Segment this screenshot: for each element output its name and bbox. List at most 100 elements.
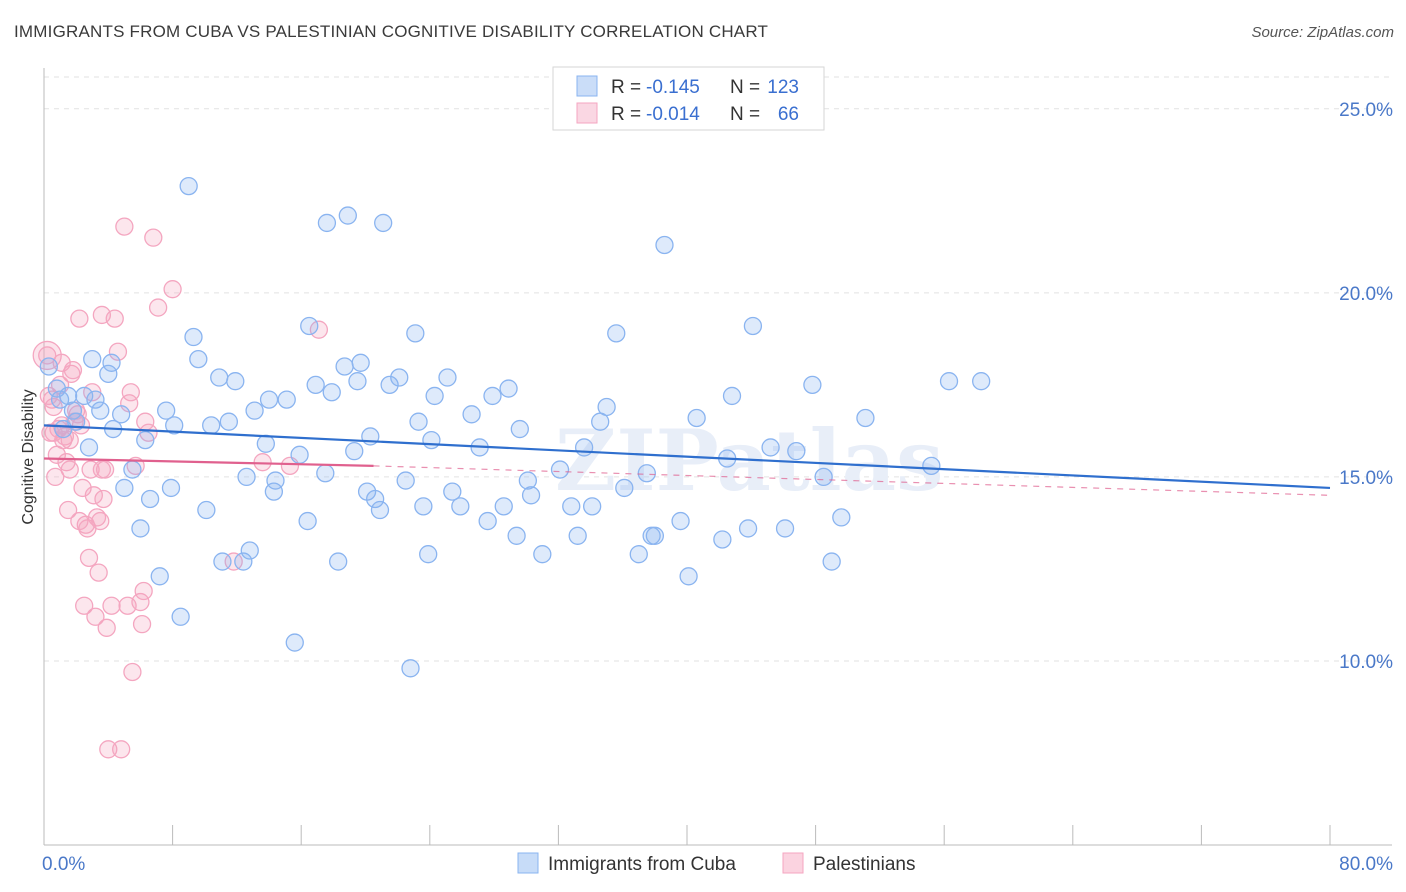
x-tick-label-0: 0.0% xyxy=(42,854,85,875)
cuba-point-37 xyxy=(240,541,259,560)
cuba-point-82 xyxy=(507,526,526,545)
cuba-point-33 xyxy=(219,412,239,431)
cuba-point-18 xyxy=(131,519,150,538)
palestinians-point-46 xyxy=(123,662,142,682)
cuba-point-47 xyxy=(300,316,319,336)
legend-n-label-1: N = xyxy=(730,104,760,125)
cuba-point-101 xyxy=(671,511,690,531)
cuba-point-76 xyxy=(462,405,481,424)
legend-swatch-1 xyxy=(576,102,598,124)
cuba-point-114 xyxy=(822,552,841,571)
trend-lines xyxy=(43,424,1331,496)
cuba-point-80 xyxy=(494,497,513,516)
cuba-point-100 xyxy=(655,235,674,255)
cuba-point-12 xyxy=(99,364,118,383)
palestinians-point-3 xyxy=(44,397,63,417)
cuba-point-23 xyxy=(161,478,181,498)
cuba-point-50 xyxy=(317,213,337,233)
palestinians-point-19 xyxy=(70,309,89,328)
cuba-point-29 xyxy=(197,500,216,520)
palestinians-point-52 xyxy=(144,228,163,247)
cuba-point-10 xyxy=(86,390,105,409)
cuba-point-89 xyxy=(568,526,587,545)
cuba-point-63 xyxy=(380,375,399,395)
cuba-point-35 xyxy=(234,552,253,571)
cuba-point-20 xyxy=(140,489,160,509)
cuba-point-90 xyxy=(574,438,594,457)
cuba-point-60 xyxy=(365,489,385,509)
palestinians-point-32 xyxy=(91,511,110,531)
cuba-point-73 xyxy=(438,368,457,387)
cuba-point-43 xyxy=(277,390,296,409)
cuba-point-54 xyxy=(338,206,357,225)
palestinians-point-62 xyxy=(70,511,89,531)
cuba-point-107 xyxy=(738,519,758,538)
cuba-point-66 xyxy=(401,659,420,678)
cuba-point-103 xyxy=(687,408,706,428)
cuba-point-36 xyxy=(237,467,256,487)
cuba-point-17 xyxy=(123,460,142,479)
palestinians-point-12 xyxy=(58,500,78,520)
cuba-point-24 xyxy=(165,416,184,435)
cuba-point-69 xyxy=(414,497,433,516)
bottom-legend: Immigrants from Cuba Palestinians xyxy=(517,852,915,875)
palestinians-point-65 xyxy=(60,460,79,479)
palestinians-point-48 xyxy=(131,592,150,612)
cuba-point-115 xyxy=(832,508,851,527)
cuba-point-65 xyxy=(396,471,415,490)
cuba-point-74 xyxy=(443,482,462,501)
cuba-point-83 xyxy=(510,419,529,439)
cuba-point-85 xyxy=(521,486,541,505)
cuba-point-32 xyxy=(213,552,232,571)
cuba-point-106 xyxy=(722,386,742,406)
series-palestinians xyxy=(32,217,329,759)
cuba-point-11 xyxy=(91,401,110,420)
legend-box xyxy=(552,66,825,131)
cuba-point-116 xyxy=(856,408,875,428)
y-tick-labels: 10.0% 15.0% 20.0% 25.0% xyxy=(1339,100,1393,673)
cuba-point-91 xyxy=(583,497,602,516)
legend-r-value-0: -0.145 xyxy=(646,77,700,98)
cuba-point-70 xyxy=(419,545,438,564)
palestinians-point-39 xyxy=(105,309,124,328)
cuba-point-112 xyxy=(803,375,822,395)
cuba-point-68 xyxy=(409,412,428,431)
cuba-point-79 xyxy=(483,386,502,406)
legend-n-label-0: N = xyxy=(730,77,760,98)
x-tick-labels: 0.0% 80.0% xyxy=(42,854,1393,875)
palestinians-point-22 xyxy=(75,596,94,615)
palestinians-point-54 xyxy=(163,280,182,299)
cuba-point-57 xyxy=(351,353,370,372)
cuba-point-48 xyxy=(306,375,325,395)
palestinians-point-25 xyxy=(79,548,99,568)
legend-swatch-0 xyxy=(576,75,598,97)
palestinians-point-37 xyxy=(99,740,118,759)
palestinians-point-42 xyxy=(115,217,134,236)
cuba-point-19 xyxy=(136,430,155,450)
cuba-point-71 xyxy=(422,430,441,450)
palestinians-point-38 xyxy=(102,596,121,615)
palestinians-point-34 xyxy=(94,489,113,509)
palestinians-point-49 xyxy=(132,614,152,634)
cuba-point-110 xyxy=(775,519,795,538)
axes xyxy=(43,68,1392,846)
palestinians-point-31 xyxy=(89,563,108,582)
cuba-point-51 xyxy=(322,383,341,402)
cuba-point-52 xyxy=(329,552,348,571)
cuba-point-28 xyxy=(189,349,208,369)
cuba-point-111 xyxy=(787,441,806,461)
palestinians-point-40 xyxy=(108,342,128,361)
legend-r-label-1: R = xyxy=(611,104,641,125)
cuba-point-87 xyxy=(550,460,570,479)
cuba-point-81 xyxy=(499,379,518,398)
palestinians-point-41 xyxy=(112,740,131,759)
series-immigrants-from-cuba xyxy=(39,176,991,678)
cuba-point-5 xyxy=(63,401,83,420)
y-axis-title: Cognitive Disability xyxy=(20,389,37,524)
cuba-point-7 xyxy=(75,386,94,406)
bottom-legend-swatch-palestinians xyxy=(782,852,804,874)
cuba-point-64 xyxy=(390,368,409,387)
cuba-point-78 xyxy=(478,511,497,531)
y-tick-label-3: 25.0% xyxy=(1339,100,1393,121)
cuba-point-119 xyxy=(972,372,991,391)
